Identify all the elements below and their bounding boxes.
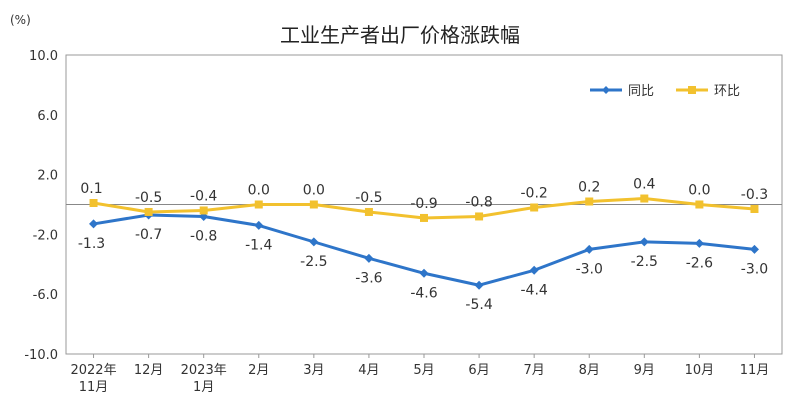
data-point-square (254, 200, 263, 209)
x-tick-label: 12月 (134, 363, 164, 378)
x-tick-label: 2022年 (70, 363, 116, 378)
y-tick-label: 10.0 (29, 49, 58, 64)
data-label: -2.5 (300, 254, 327, 270)
y-axis-unit: (%) (10, 13, 31, 27)
data-point-square (309, 200, 318, 209)
data-label: -4.4 (520, 282, 547, 298)
data-label: -3.0 (576, 261, 603, 277)
data-label: -5.4 (465, 297, 492, 313)
data-label: -0.8 (190, 228, 217, 244)
data-point-square (144, 207, 153, 216)
x-tick-label: 1月 (193, 380, 214, 395)
data-label: -0.7 (135, 227, 162, 243)
data-label: -0.2 (520, 185, 547, 201)
x-tick-label: 10月 (685, 363, 715, 378)
data-point-square (420, 213, 428, 222)
data-point-square (199, 206, 208, 215)
data-label: -1.4 (245, 237, 272, 253)
data-point-diamond (364, 253, 374, 263)
x-tick-label: 9月 (634, 363, 655, 378)
data-point-diamond (419, 268, 429, 278)
x-tick-label: 11月 (740, 363, 770, 378)
data-point-diamond (584, 244, 594, 254)
x-tick-label: 5月 (413, 363, 434, 378)
data-point-diamond (474, 280, 484, 290)
x-tick-label: 2月 (248, 363, 269, 378)
data-point-square (89, 199, 98, 208)
y-tick-label: -6.0 (33, 288, 58, 303)
data-point-square (530, 203, 539, 212)
data-point-square (364, 207, 373, 216)
data-label: -3.0 (741, 261, 768, 277)
x-tick-label: 2023年 (181, 363, 227, 378)
x-tick-label: 4月 (358, 363, 379, 378)
data-label: 0.2 (578, 180, 600, 196)
chart-title: 工业生产者出厂价格涨跌幅 (280, 23, 520, 47)
data-point-diamond (529, 265, 539, 275)
y-tick-label: 2.0 (37, 169, 58, 184)
x-tick-label: 7月 (524, 363, 545, 378)
data-point-square (475, 212, 484, 221)
data-label: 0.4 (633, 177, 655, 193)
data-label: -2.6 (686, 255, 713, 271)
data-label: 0.1 (80, 181, 102, 197)
data-label: -3.6 (355, 270, 382, 286)
legend-label: 同比 (628, 84, 654, 99)
data-point-diamond (694, 238, 704, 248)
data-label: 0.0 (248, 183, 270, 199)
data-point-diamond (749, 244, 759, 254)
data-label: -0.3 (741, 187, 768, 203)
data-point-diamond (254, 220, 264, 230)
x-tick-label: 6月 (468, 363, 489, 378)
y-tick-label: 6.0 (37, 109, 58, 124)
data-label: -0.5 (355, 190, 382, 206)
data-label: -0.4 (190, 188, 217, 204)
data-point-diamond (309, 237, 319, 247)
data-label: 0.0 (688, 183, 710, 199)
legend-label: 环比 (714, 84, 740, 99)
data-label: 0.0 (303, 183, 325, 199)
data-point-square (695, 200, 704, 209)
data-label: -0.5 (135, 190, 162, 206)
data-point-diamond (639, 237, 649, 247)
x-tick-label: 8月 (579, 363, 600, 378)
x-tick-label: 3月 (303, 363, 324, 378)
legend-marker (602, 86, 610, 94)
y-tick-label: -2.0 (33, 228, 58, 243)
data-label: -0.8 (465, 194, 492, 210)
data-point-square (640, 194, 649, 203)
legend: 同比 环比 (590, 84, 740, 99)
data-point-square (750, 204, 759, 213)
legend-marker (688, 86, 696, 94)
data-point-square (585, 197, 594, 206)
data-label: -0.9 (410, 196, 437, 212)
data-label: -4.6 (410, 285, 437, 301)
plot-area: 10.0 6.0 2.0 -2.0 -6.0 -10.0 2022年 11月 12月 2023年 1… (24, 49, 783, 395)
y-tick-label: -10.0 (24, 348, 58, 363)
data-label: -1.3 (78, 236, 105, 252)
data-label: -2.5 (631, 254, 658, 270)
x-tick-label: 11月 (79, 380, 109, 395)
data-point-diamond (89, 219, 99, 229)
